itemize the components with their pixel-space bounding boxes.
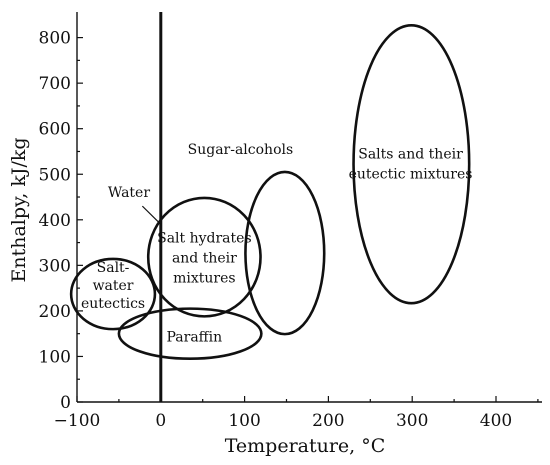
region-label-salts-eutectic-mixtures: eutectic mixtures xyxy=(349,166,473,182)
region-label-salt-water-eutectics: Salt- xyxy=(97,260,130,276)
y-tick-label: 800 xyxy=(39,29,71,49)
x-tick-label: 300 xyxy=(396,411,428,431)
y-tick-label: 500 xyxy=(39,165,71,185)
region-label-paraffin: Paraffin xyxy=(167,329,223,345)
x-tick-label: 100 xyxy=(228,411,260,431)
sugar-alcohols-hidden-contour xyxy=(244,171,325,335)
region-labels: Salt-water eutectics Paraffin Salt hydrates… xyxy=(81,142,473,346)
region-label-salt-hydrates: and their xyxy=(172,251,237,267)
y-tick-label: 200 xyxy=(39,302,71,322)
region-label-salts-eutectic-mixtures: Salts and their xyxy=(358,146,463,162)
x-tick-label: 0 xyxy=(155,411,166,431)
y-tick-label: 700 xyxy=(39,74,71,94)
annotation-water: Water xyxy=(108,185,150,201)
region-label-sugar-alcohols: Sugar-alcohols xyxy=(188,142,294,158)
y-tick-label: 400 xyxy=(39,211,71,231)
region-label-salt-water-eutectics: eutectics xyxy=(81,296,145,312)
region-label-salt-hydrates: mixtures xyxy=(173,271,235,287)
region-salts-eutectic-mixtures xyxy=(352,24,471,305)
x-tick-label: 200 xyxy=(312,411,344,431)
y-tick-label: 100 xyxy=(39,347,71,367)
region-label-salt-hydrates: Salt hydrates xyxy=(157,231,252,247)
annotation-leader-water xyxy=(141,205,162,225)
y-tick-label: 300 xyxy=(39,256,71,276)
y-axis-title: Enthalpy, kJ/kg xyxy=(8,137,30,282)
region-label-salt-water-eutectics: water xyxy=(93,278,134,294)
x-tick-label: 400 xyxy=(480,411,512,431)
regions xyxy=(69,24,471,361)
y-tick-label: 600 xyxy=(39,120,71,140)
region-paraffin xyxy=(117,307,263,361)
y-tick-label: 0 xyxy=(60,393,71,413)
x-axis-title: Temperature, °C xyxy=(225,435,386,457)
x-tick-label: −100 xyxy=(54,411,101,431)
region-salt-water-eutectics xyxy=(69,257,157,331)
salt-hydrates-hidden-contour xyxy=(147,197,262,318)
